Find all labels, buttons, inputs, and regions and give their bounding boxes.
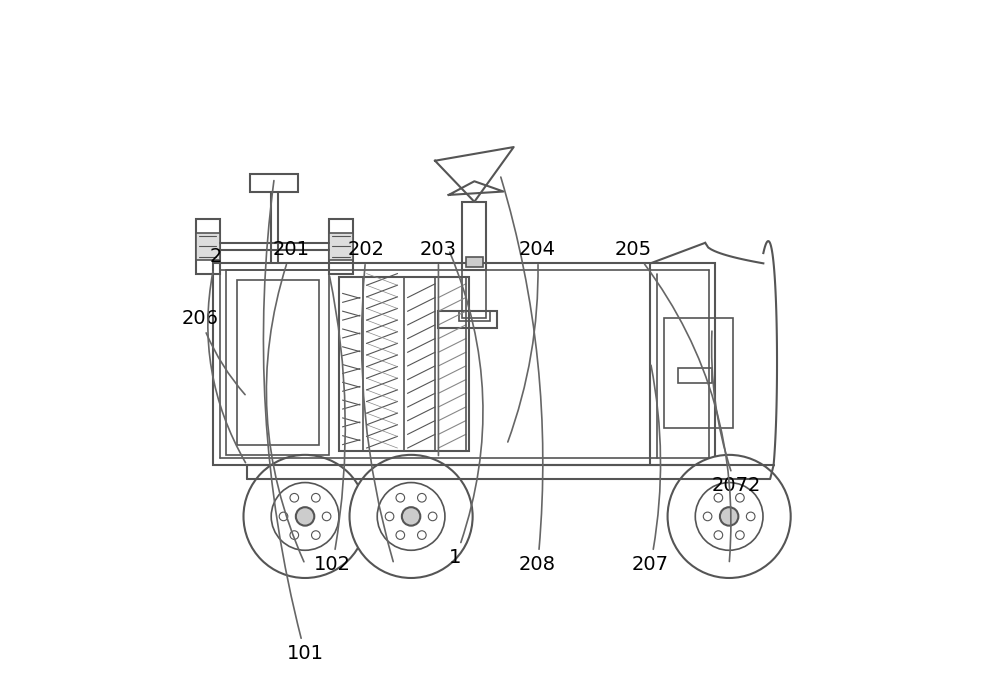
Bar <box>466 256 483 267</box>
Bar <box>213 263 715 465</box>
Text: 206: 206 <box>182 308 245 395</box>
Circle shape <box>279 512 288 521</box>
Circle shape <box>312 531 320 540</box>
Circle shape <box>377 483 445 550</box>
Circle shape <box>396 531 405 540</box>
Polygon shape <box>449 181 503 195</box>
Circle shape <box>695 483 763 550</box>
Text: 1: 1 <box>449 252 483 567</box>
Circle shape <box>418 493 426 502</box>
Bar <box>664 318 733 428</box>
Bar <box>250 174 298 192</box>
Circle shape <box>290 493 299 502</box>
Text: 208: 208 <box>501 177 556 574</box>
Bar <box>196 233 220 260</box>
Circle shape <box>396 493 405 502</box>
Text: 2072: 2072 <box>711 331 761 495</box>
Bar <box>226 270 329 455</box>
Text: 204: 204 <box>508 240 556 442</box>
Circle shape <box>244 455 367 578</box>
Circle shape <box>720 508 738 526</box>
Circle shape <box>322 512 331 521</box>
Bar <box>438 311 497 328</box>
Circle shape <box>714 531 723 540</box>
Polygon shape <box>435 147 514 202</box>
Text: 101: 101 <box>263 181 324 663</box>
Circle shape <box>736 493 744 502</box>
Text: 207: 207 <box>632 365 669 574</box>
Bar <box>329 219 353 274</box>
Text: 201: 201 <box>266 240 310 562</box>
Text: 203: 203 <box>420 240 457 456</box>
Circle shape <box>703 512 712 521</box>
Circle shape <box>290 531 299 540</box>
Bar <box>329 233 353 260</box>
Circle shape <box>418 531 426 540</box>
Circle shape <box>350 455 473 578</box>
Text: 102: 102 <box>314 276 351 574</box>
Circle shape <box>746 512 755 521</box>
Bar <box>196 219 220 274</box>
Circle shape <box>668 455 791 578</box>
Bar <box>237 280 319 445</box>
Bar <box>462 202 486 270</box>
Circle shape <box>385 512 394 521</box>
Bar <box>459 311 490 321</box>
Circle shape <box>402 508 420 526</box>
Circle shape <box>736 531 744 540</box>
Text: 202: 202 <box>348 240 393 562</box>
Circle shape <box>312 493 320 502</box>
Circle shape <box>714 493 723 502</box>
Bar <box>339 277 469 451</box>
Text: 205: 205 <box>615 240 731 562</box>
Bar <box>462 270 486 318</box>
Text: 2: 2 <box>208 247 246 462</box>
Circle shape <box>271 483 339 550</box>
Circle shape <box>428 512 437 521</box>
Bar <box>678 368 712 383</box>
Circle shape <box>296 508 314 526</box>
